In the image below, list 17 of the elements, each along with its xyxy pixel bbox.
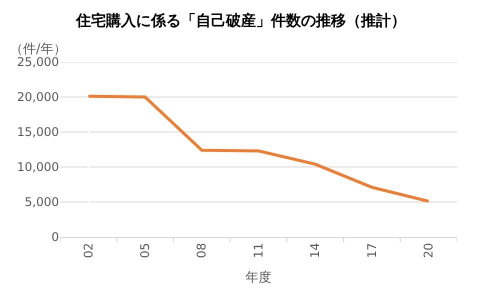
line-series	[86, 94, 430, 203]
y-tick-label: 15,000	[17, 125, 59, 140]
y-tick-label: 0	[51, 230, 59, 244]
chart-title: 住宅購入に係る「自己破産」件数の推移（推計）	[75, 11, 406, 30]
y-tick-label: 25,000	[17, 55, 59, 70]
x-tick-label: 05	[138, 242, 152, 258]
x-tick-label: 17	[364, 242, 379, 258]
x-tick-label: 08	[194, 242, 209, 258]
x-tick-label: 20	[422, 242, 436, 258]
y-tick-label: 10,000	[17, 160, 59, 174]
x-axis-title: 年度	[246, 270, 272, 286]
x-tick-label: 14	[308, 242, 322, 258]
x-tick-label: 02	[81, 242, 96, 258]
y-axis-title: （件/年）	[10, 42, 66, 57]
y-tick-label: 5,000	[24, 195, 59, 210]
y-tick-label: 20,000	[17, 90, 59, 104]
x-tick-label: 11	[251, 242, 266, 258]
